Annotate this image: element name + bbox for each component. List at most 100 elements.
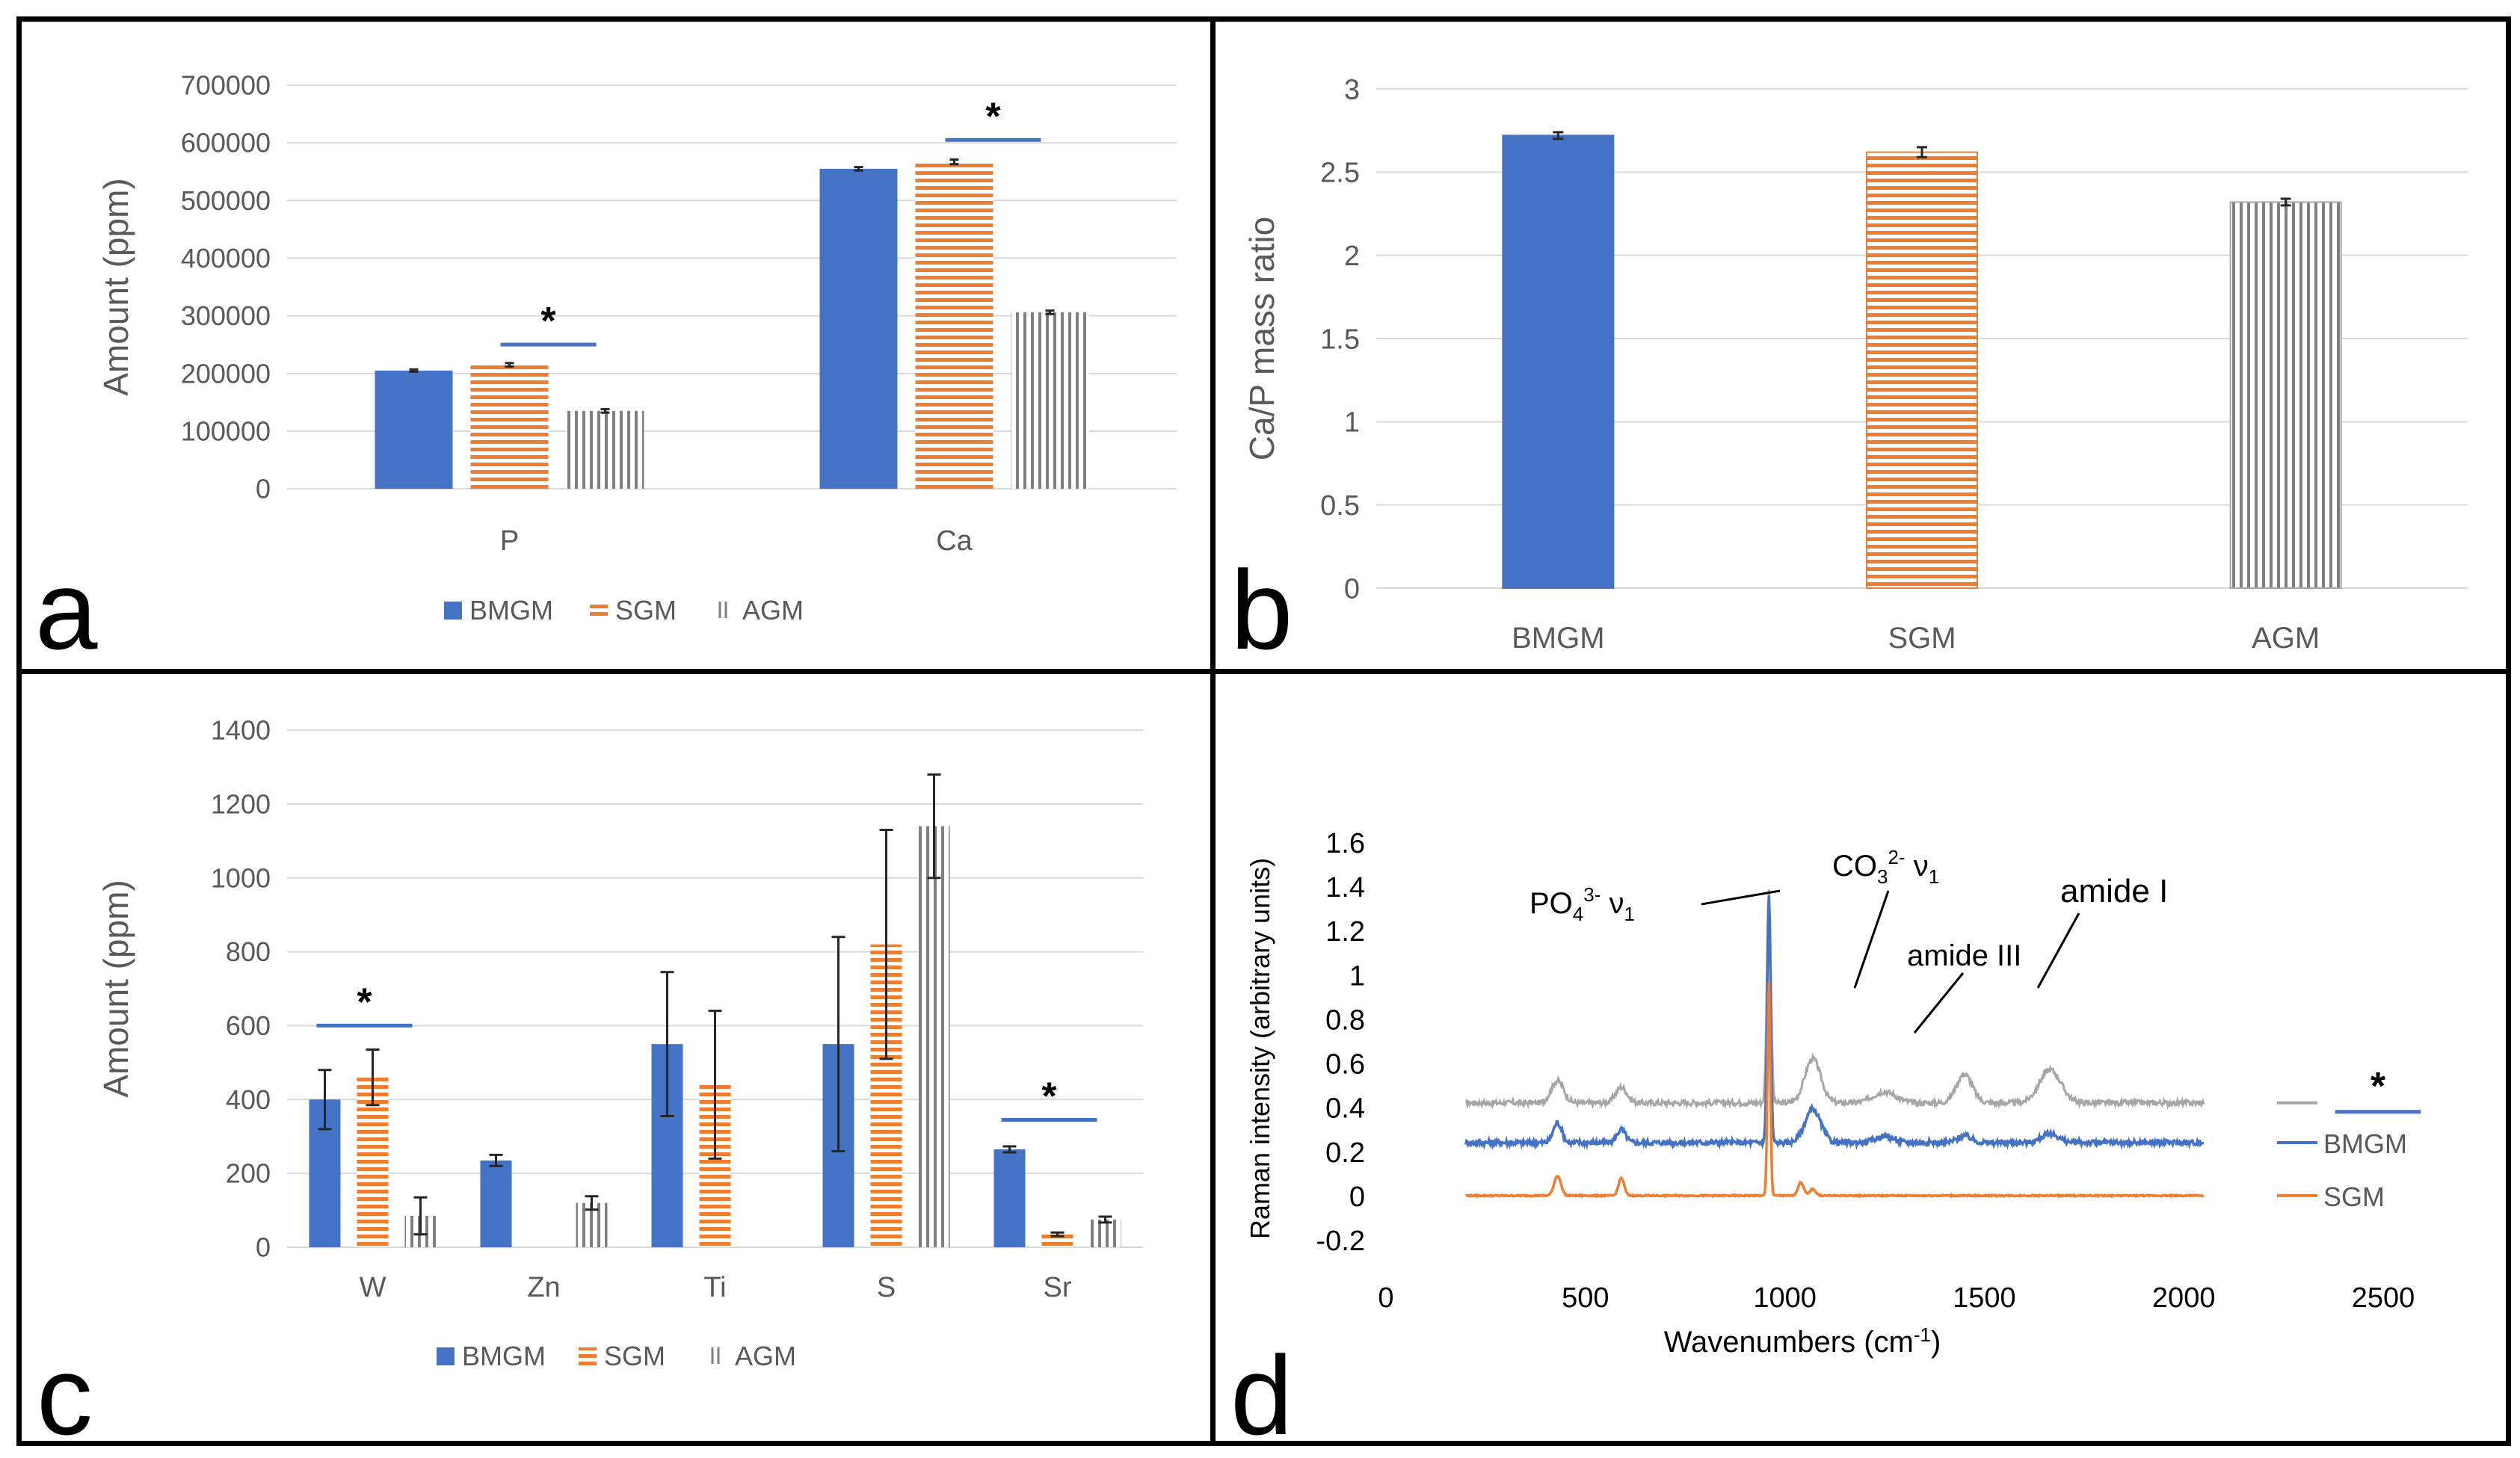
annotation-amide-iii: amide III — [1907, 939, 2021, 972]
panel-b: 0 0.5 1 1.5 2 2.5 3 Ca/P mass ratio BMGM SGM AGM b — [1210, 16, 2511, 674]
y-tick-label: 1400 — [211, 715, 271, 746]
panel-letter-a: a — [35, 547, 98, 673]
bar-bmgm-sr — [993, 1149, 1026, 1247]
x-tick-label: Ti — [703, 1272, 726, 1303]
y-tick-label: 3 — [1344, 74, 1360, 105]
bar-sgm — [1866, 151, 1978, 589]
y-tick-label: 500000 — [181, 185, 271, 216]
legend-label-sgm: SGM — [615, 595, 677, 625]
bar-sgm-p — [470, 365, 549, 489]
y-tick-label: 1.5 — [1320, 324, 1360, 355]
spectrum-agm — [1465, 889, 2205, 1111]
bar-bmgm-zn — [480, 1160, 512, 1247]
x-tick-label: AGM — [2252, 622, 2320, 655]
bar-agm-p — [566, 410, 644, 489]
x-tick-label: BMGM — [1512, 622, 1604, 655]
annotation-arrow — [1913, 972, 1965, 1034]
legend-label-agm: AGM — [735, 1341, 796, 1371]
y-tick-label: 0 — [1349, 1181, 1365, 1213]
x-tick-label: Zn — [527, 1272, 560, 1303]
x-tick-label: SGM — [1888, 622, 1956, 655]
x-tick-label: 2000 — [2152, 1282, 2216, 1314]
x-tick-label: 2500 — [2352, 1282, 2415, 1314]
bar-bmgm-ca — [819, 168, 898, 489]
y-tick-label: 1 — [1344, 407, 1360, 439]
significance-star: * — [540, 300, 556, 343]
panel-letter-d: d — [1230, 1332, 1293, 1446]
y-tick-label: -0.2 — [1316, 1226, 1365, 1257]
x-tick-label: S — [877, 1272, 896, 1303]
x-tick-label: 500 — [1562, 1282, 1609, 1314]
y-tick-label: 0.2 — [1325, 1137, 1365, 1169]
y-tick-label: 200 — [226, 1158, 271, 1189]
x-tick-label: W — [360, 1272, 386, 1303]
y-axis-label: Ca/P mass ratio — [1242, 217, 1281, 460]
y-axis-label: Amount (ppm) — [96, 178, 135, 395]
bar-agm-ca — [1011, 312, 1089, 489]
y-tick-label: 0.8 — [1325, 1004, 1365, 1036]
y-tick-label: 200000 — [181, 358, 271, 389]
bar-agm-sr — [1089, 1219, 1121, 1247]
y-tick-label: 0 — [1344, 573, 1360, 605]
y-tick-label: 400 — [226, 1084, 271, 1115]
y-tick-label: 700000 — [181, 70, 271, 101]
legend-swatch-bmgm — [437, 1347, 455, 1365]
y-axis-label: Raman intensity (arbitrary units) — [1245, 858, 1275, 1239]
legend-label-sgm: SGM — [604, 1341, 665, 1371]
bar-agm-s — [918, 826, 950, 1247]
y-tick-label: 400000 — [181, 243, 271, 274]
y-tick-label: 600 — [226, 1010, 271, 1041]
y-tick-label: 2 — [1344, 241, 1360, 272]
bar-bmgm-p — [375, 370, 453, 489]
y-tick-label: 1.4 — [1325, 872, 1365, 903]
legend-label-bmgm: BMGM — [2323, 1128, 2407, 1159]
bar-sgm-sr — [1041, 1234, 1073, 1247]
y-tick-label: 100000 — [181, 416, 271, 446]
y-tick-label: 1 — [1349, 960, 1365, 992]
annotation-arrow — [1853, 890, 1890, 989]
panel-d: -0.2 0 0.2 0.4 0.6 0.8 1 1.2 1.4 1.6 0 500 1000 1500 2… — [1210, 669, 2511, 1446]
legend-swatch-sgm — [590, 602, 608, 620]
y-tick-label: 0 — [256, 1232, 271, 1263]
legend-label-sgm: SGM — [2323, 1181, 2385, 1212]
y-tick-label: 800 — [226, 936, 271, 967]
chart-b: 0 0.5 1 1.5 2 2.5 3 Ca/P mass ratio BMGM SGM AGM — [1242, 74, 2468, 655]
y-tick-label: 1.2 — [1325, 916, 1365, 948]
x-tick-label: 1000 — [1753, 1282, 1817, 1314]
legend-swatch-sgm — [579, 1347, 597, 1365]
panel-a: 0 100000 200000 300000 400000 500000 600000 700… — [16, 16, 1216, 674]
annotation-amide-i: amide I — [2060, 873, 2168, 909]
spectrum-sgm — [1464, 981, 2205, 1199]
chart-d: -0.2 0 0.2 0.4 0.6 0.8 1 1.2 1.4 1.6 0 500 1000 1500 2… — [1245, 828, 2421, 1359]
panel-letter-c: c — [37, 1332, 93, 1446]
legend-label-bmgm: BMGM — [469, 595, 553, 625]
y-tick-label: 0.5 — [1320, 490, 1360, 522]
y-tick-label: 1000 — [211, 862, 271, 893]
y-axis-label: Amount (ppm) — [96, 880, 135, 1097]
x-tick-label: 0 — [1378, 1282, 1393, 1314]
panel-c: 0 200 400 600 800 1000 1200 1400 Amount (ppm) W * Z… — [16, 669, 1216, 1446]
x-tick-label: Ca — [936, 525, 973, 557]
y-tick-label: 600000 — [181, 128, 271, 158]
chart-c: 0 200 400 600 800 1000 1200 1400 Amount (ppm) W * Z… — [96, 715, 1143, 1371]
bar-bmgm — [1502, 135, 1615, 589]
legend-swatch-bmgm — [444, 602, 462, 620]
x-axis-label: Wavenumbers (cm-1) — [1664, 1323, 1941, 1359]
legend-label-star: * — [2370, 1065, 2386, 1108]
significance-star: * — [1041, 1075, 1057, 1118]
annotation-carbonate: CO32- ν1 — [1832, 846, 1939, 888]
bar-agm — [2229, 201, 2342, 589]
y-tick-label: 1.6 — [1325, 828, 1365, 859]
significance-star: * — [985, 95, 1001, 138]
significance-star: * — [357, 980, 372, 1024]
x-tick-label: Sr — [1044, 1272, 1072, 1303]
legend-label-bmgm: BMGM — [462, 1341, 546, 1371]
y-tick-label: 1200 — [211, 788, 271, 819]
x-tick-label: P — [500, 525, 519, 557]
chart-a: 0 100000 200000 300000 400000 500000 600000 700… — [96, 70, 1177, 625]
y-tick-label: 0.6 — [1325, 1049, 1365, 1081]
legend-label-agm: AGM — [742, 595, 804, 625]
spectrum-bmgm — [1464, 895, 2205, 1151]
y-tick-label: 0 — [256, 474, 271, 504]
annotation-arrow — [1701, 889, 1781, 906]
